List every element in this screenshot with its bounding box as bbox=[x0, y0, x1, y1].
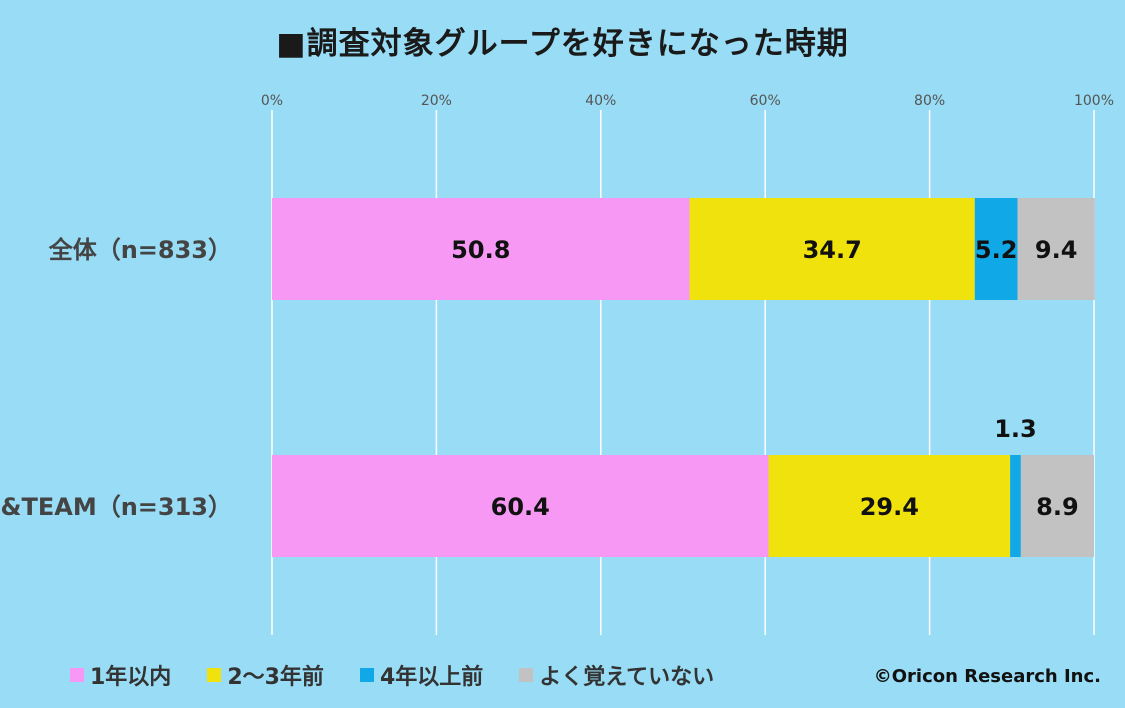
legend-swatch bbox=[70, 668, 84, 682]
data-label: 5.2 bbox=[975, 236, 1018, 264]
data-label: 9.4 bbox=[1035, 236, 1078, 264]
bar-segment bbox=[1010, 455, 1021, 557]
legend-label: 4年以上前 bbox=[379, 665, 484, 690]
bar-segment bbox=[1020, 455, 1094, 557]
x-tick-label: 100% bbox=[1074, 93, 1114, 109]
legend-swatch bbox=[359, 668, 374, 682]
data-label: 50.8 bbox=[451, 236, 510, 264]
category-label: &TEAM（n=313） bbox=[1, 493, 232, 521]
legend-label: 2〜3年前 bbox=[227, 665, 324, 690]
bar-segment bbox=[974, 198, 1018, 300]
legend-label: 1年以内 bbox=[90, 665, 172, 690]
category-label: 全体（n=833） bbox=[48, 236, 232, 264]
legend-swatch bbox=[519, 668, 534, 682]
x-tick-label: 80% bbox=[914, 93, 945, 109]
copyright-text: ©Oricon Research Inc. bbox=[873, 666, 1101, 687]
x-tick-label: 60% bbox=[750, 93, 781, 109]
bar-segment bbox=[272, 198, 690, 300]
legend-item: 4年以上前 bbox=[359, 659, 484, 691]
x-tick-label: 0% bbox=[261, 93, 283, 109]
legend-item: よく覚えていない bbox=[519, 659, 714, 691]
data-label: 34.7 bbox=[803, 236, 862, 264]
legend-label: よく覚えていない bbox=[539, 665, 715, 690]
x-tick-label: 40% bbox=[585, 93, 616, 109]
bar-segment bbox=[272, 455, 769, 557]
legend-item: 1年以内 bbox=[70, 659, 171, 691]
chart-title: ■調査対象グループを好きになった時期 bbox=[276, 26, 849, 62]
data-label: 29.4 bbox=[860, 493, 919, 521]
data-label: 60.4 bbox=[491, 493, 550, 521]
data-label: 1.3 bbox=[994, 415, 1037, 443]
x-tick-label: 20% bbox=[421, 93, 452, 109]
legend-swatch bbox=[207, 668, 222, 682]
bar-segment bbox=[689, 198, 975, 300]
legend-item: 2〜3年前 bbox=[207, 659, 324, 691]
chart-legend: 1年以内 2〜3年前 4年以上前 よく覚えていない bbox=[70, 659, 750, 691]
bar-segment bbox=[1017, 198, 1095, 300]
data-label: 8.9 bbox=[1036, 493, 1079, 521]
bar-segment bbox=[768, 455, 1011, 557]
